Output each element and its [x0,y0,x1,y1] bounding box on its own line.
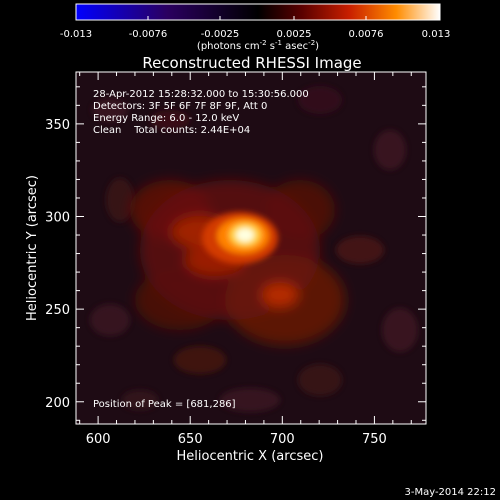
plot-frame [75,71,427,425]
axis-ticks [76,72,426,424]
timestamp: 3-May-2014 22:12 [404,487,496,498]
flare-image [76,72,426,424]
info-detectors: Detectors: 3F 5F 6F 7F 8F 9F, Att 0 [93,101,267,112]
colorbar-tick-3: -0.0025 [201,29,240,40]
info-time-range: 28-Apr-2012 15:28:32.000 to 15:30:56.000 [93,89,309,100]
colorbar-tick-1: -0.013 [60,29,92,40]
y-tick-label: 250 [45,303,70,318]
x-tick-label: 750 [362,432,387,447]
colorbar [75,3,441,21]
colorbar-tick-4: 0.0025 [277,29,312,40]
colorbar-ticks [75,16,441,20]
y-tick-label: 200 [45,396,70,411]
colorbar-tick-6: 0.013 [422,29,451,40]
plot-title: Reconstructed RHESSI Image [142,54,361,72]
y-axis-label: Heliocentric Y (arcsec) [25,175,40,321]
colorbar-tick-2: -0.0076 [129,29,168,40]
y-tick-label: 300 [45,211,70,226]
info-peak-position: Position of Peak = [681,286] [93,399,236,410]
x-tick-label: 600 [86,432,111,447]
x-axis-label: Heliocentric X (arcsec) [177,449,324,464]
colorbar-units: (photons cm-2 s-1 asec-2) [197,39,319,52]
x-tick-label: 700 [270,432,295,447]
info-clean-counts: Clean Total counts: 2.44E+04 [93,125,250,136]
x-tick-label: 650 [178,432,203,447]
y-tick-label: 350 [45,118,70,133]
colorbar-tick-5: 0.0076 [349,29,384,40]
info-energy-range: Energy Range: 6.0 - 12.0 keV [93,113,239,124]
